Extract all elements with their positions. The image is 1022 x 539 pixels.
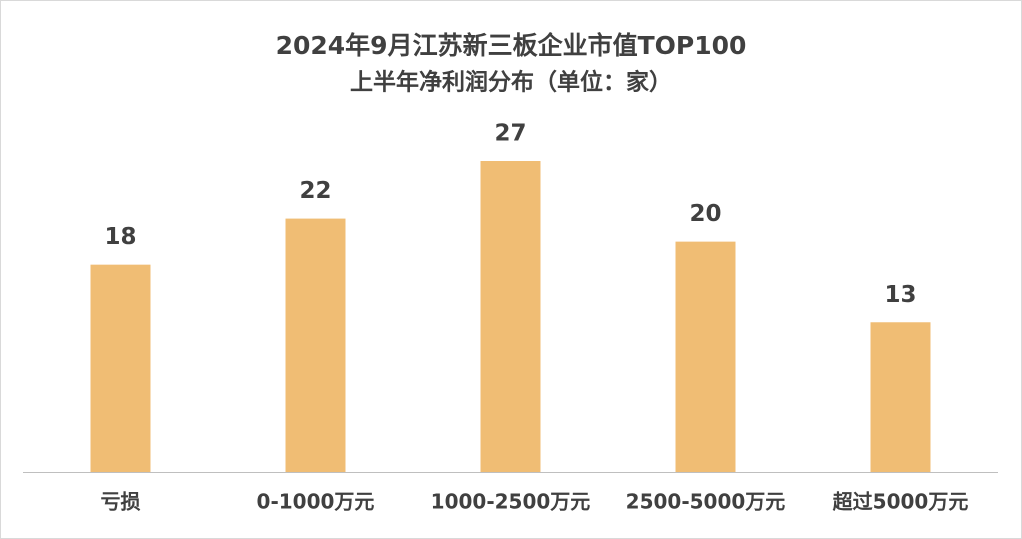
chart-title: 2024年9月江苏新三板企业市值TOP100 bbox=[276, 31, 747, 60]
bar bbox=[870, 322, 931, 472]
value-label: 22 bbox=[299, 178, 331, 204]
x-tick-label: 1000-2500万元 bbox=[431, 490, 591, 514]
bar bbox=[285, 218, 346, 472]
chart-subtitle: 上半年净利润分布（单位：家） bbox=[350, 69, 672, 96]
value-label: 18 bbox=[104, 224, 136, 250]
x-tick-label: 0-1000万元 bbox=[257, 490, 375, 514]
value-label: 13 bbox=[884, 282, 916, 308]
bar bbox=[90, 264, 151, 472]
value-label: 20 bbox=[689, 201, 721, 227]
x-tick-label: 超过5000万元 bbox=[832, 490, 969, 514]
x-tick-label: 亏损 bbox=[101, 490, 141, 514]
x-tick-label: 2500-5000万元 bbox=[626, 490, 786, 514]
value-label: 27 bbox=[494, 121, 526, 147]
bar bbox=[480, 161, 541, 472]
bar bbox=[675, 241, 736, 472]
